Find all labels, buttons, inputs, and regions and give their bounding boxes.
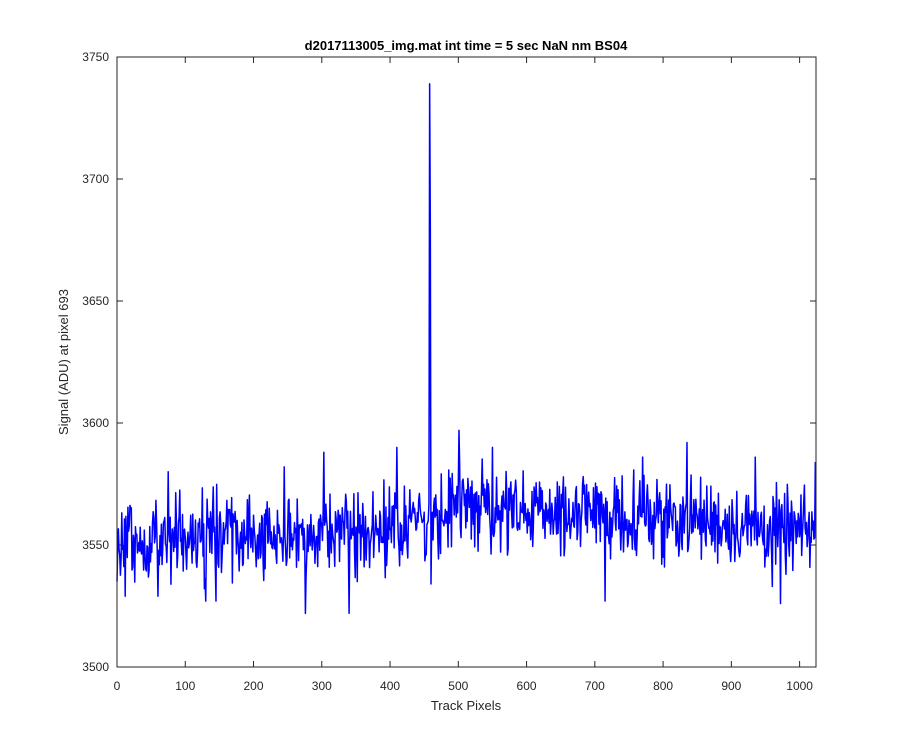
y-axis-label: Signal (ADU) at pixel 693	[56, 289, 71, 435]
x-tick-label: 100	[175, 679, 195, 693]
series-group	[116, 83, 817, 615]
y-tick-label: 3650	[82, 294, 109, 308]
y-tick-label: 3500	[82, 660, 109, 674]
y-tick-label: 3550	[82, 538, 109, 552]
tick-labels: 0 100 200 300 400 500 600 700 800 900 1000 3500 3550…	[82, 50, 813, 693]
x-tick-label: 0	[114, 679, 121, 693]
axes-box	[116, 56, 817, 668]
plot-area	[117, 57, 816, 667]
signal-line	[116, 83, 817, 615]
x-tick-label: 300	[312, 679, 332, 693]
y-tick-label: 3600	[82, 416, 109, 430]
x-tick-label: 700	[585, 679, 605, 693]
x-tick-label: 200	[244, 679, 264, 693]
x-axis-label: Track Pixels	[431, 698, 502, 713]
y-tick-label: 3750	[82, 50, 109, 64]
x-tick-label: 400	[380, 679, 400, 693]
x-tick-label: 500	[448, 679, 468, 693]
x-tick-label: 600	[517, 679, 537, 693]
y-tick-label: 3700	[82, 172, 109, 186]
chart-title: d2017113005_img.mat int time = 5 sec NaN…	[305, 38, 628, 53]
x-tick-label: 900	[721, 679, 741, 693]
x-tick-label: 800	[653, 679, 673, 693]
x-tick-label: 1000	[786, 679, 813, 693]
